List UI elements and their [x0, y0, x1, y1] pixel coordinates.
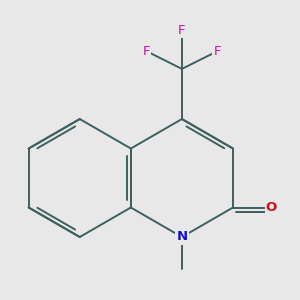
- Text: F: F: [178, 24, 186, 37]
- Text: F: F: [214, 45, 221, 58]
- Text: N: N: [176, 230, 188, 244]
- Text: O: O: [266, 201, 277, 214]
- Text: F: F: [143, 45, 150, 58]
